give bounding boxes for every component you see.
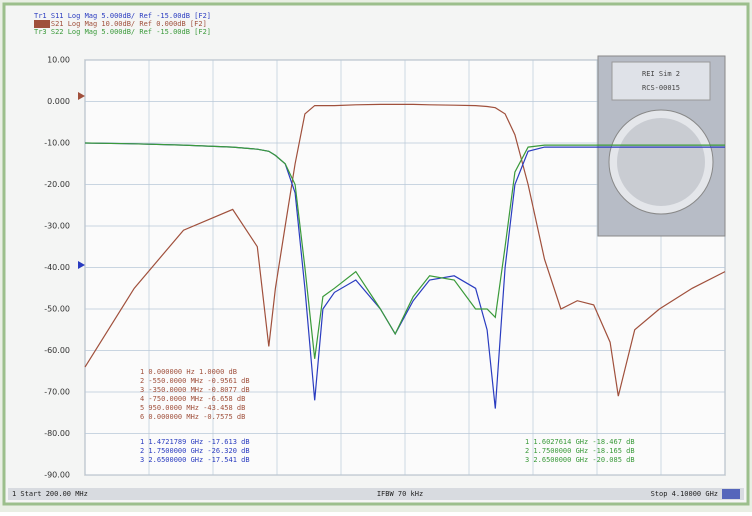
y-tick-label: 0.000 <box>47 97 70 106</box>
marker-readout: 3 -350.0000 MHz -0.8077 dB <box>140 386 250 394</box>
marker-readout: 2 -550.0000 MHz -0.9561 dB <box>140 377 250 385</box>
y-tick-label: -80.00 <box>44 429 70 438</box>
marker-readout: 1 0.000000 Hz 1.0000 dB <box>140 368 237 376</box>
marker-readout: 4 -750.0000 MHz -6.658 dB <box>140 395 245 403</box>
y-tick-label: -60.00 <box>44 346 70 355</box>
trace-header: Tr1 S11 Log Mag 5.000dB/ Ref -15.00dB [F… <box>34 12 211 20</box>
marker-readout: 6 0.000000 MHz -0.7575 dB <box>140 413 245 421</box>
marker-readout: 3 2.6500000 GHz -20.085 dB <box>525 456 635 464</box>
marker-readout: 2 1.7500000 GHz -18.165 dB <box>525 447 635 455</box>
marker-readout: 5 950.0000 MHz -43.458 dB <box>140 404 245 412</box>
marker-readout: 1 1.4721789 GHz -17.613 dB <box>140 438 250 446</box>
start-freq: 1 Start 200.00 MHz <box>12 490 88 498</box>
y-tick-label: -50.00 <box>44 305 70 314</box>
y-tick-label: -70.00 <box>44 388 70 397</box>
y-tick-label: -30.00 <box>44 222 70 231</box>
y-tick-label: -10.00 <box>44 139 70 148</box>
status-icon <box>722 489 740 499</box>
inset-text: REI Sim 2 <box>642 70 680 78</box>
marker-readout: 1 1.6027614 GHz -18.467 dB <box>525 438 635 446</box>
marker-readout: 3 2.6500000 GHz -17.541 dB <box>140 456 250 464</box>
stop-freq: Stop 4.10000 GHz <box>651 490 718 498</box>
y-tick-label: -20.00 <box>44 180 70 189</box>
ifbw: IFBW 70 kHz <box>377 490 423 498</box>
inset-photo: REI Sim 2 RCS-00015 <box>598 56 725 236</box>
trace-header: Tr2 S21 Log Mag 10.00dB/ Ref 0.000dB [F2… <box>34 20 207 28</box>
inset-label <box>612 62 710 100</box>
marker-readout: 2 1.7500000 GHz -26.320 dB <box>140 447 250 455</box>
coin-face <box>617 118 705 206</box>
y-tick-label: -90.00 <box>44 471 70 480</box>
trace-header: Tr3 S22 Log Mag 5.000dB/ Ref -15.00dB [F… <box>34 28 211 36</box>
y-tick-label: -40.00 <box>44 263 70 272</box>
inset-text: RCS-00015 <box>642 84 680 92</box>
y-tick-label: 10.00 <box>47 56 70 65</box>
screen: 10.00 0.000 -10.00 -20.00 -30.00 -40.00 -50.00… <box>0 0 752 512</box>
